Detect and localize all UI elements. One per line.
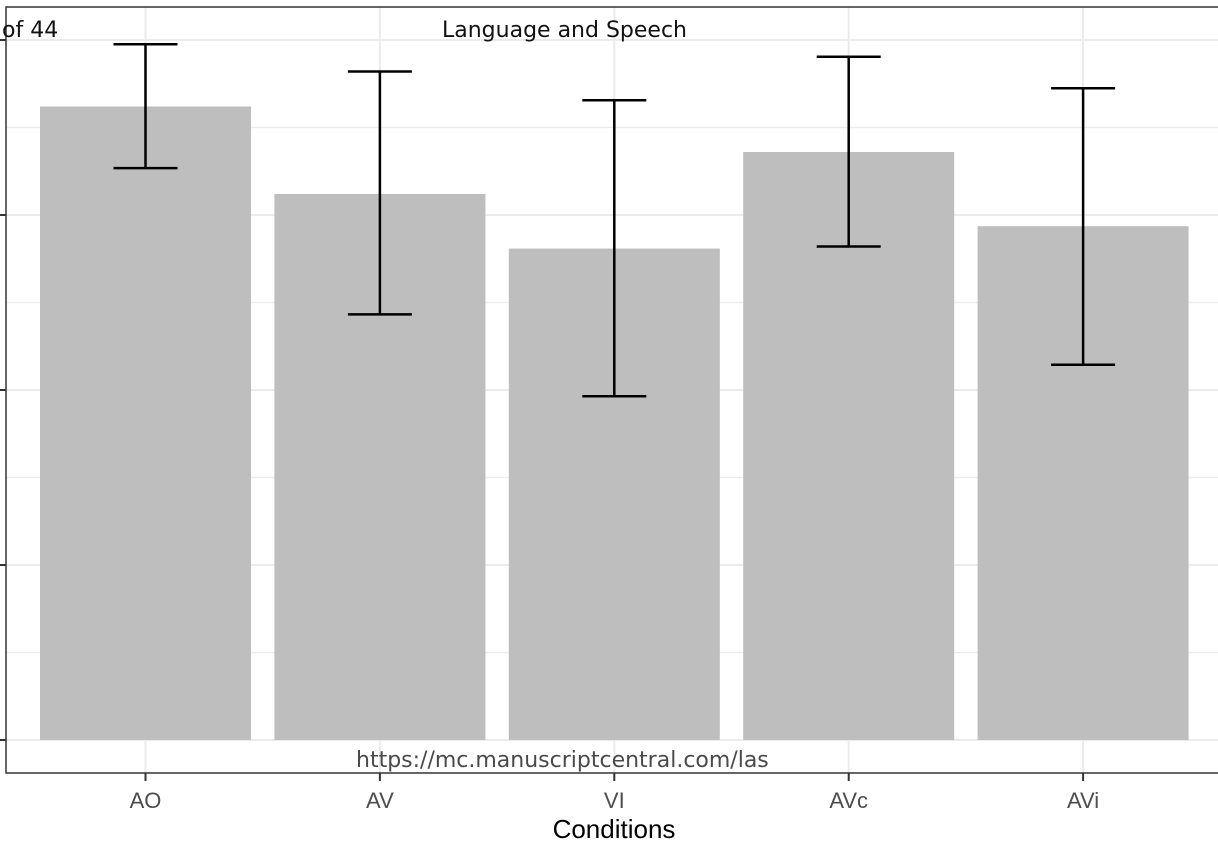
journal-title: Language and Speech bbox=[442, 18, 687, 43]
bar-AO bbox=[40, 106, 251, 740]
error-bars bbox=[113, 42, 1116, 398]
x-axis-title: Conditions bbox=[552, 814, 676, 844]
x-tick-label: AV bbox=[366, 788, 394, 813]
y-axis-ticks bbox=[0, 39, 6, 741]
bar-AVc bbox=[743, 152, 955, 740]
manuscript-url: https://mc.manuscriptcentral.com/las bbox=[356, 748, 769, 773]
x-tick-label: AVi bbox=[1067, 788, 1099, 813]
x-tick-label: AO bbox=[130, 788, 162, 813]
x-tick-label: VI bbox=[604, 788, 625, 813]
x-tick-label: AVc bbox=[829, 788, 868, 813]
x-axis-ticks: AO AV VI AVc AVi bbox=[130, 773, 1099, 813]
page-number-label: of 44 bbox=[2, 18, 59, 43]
